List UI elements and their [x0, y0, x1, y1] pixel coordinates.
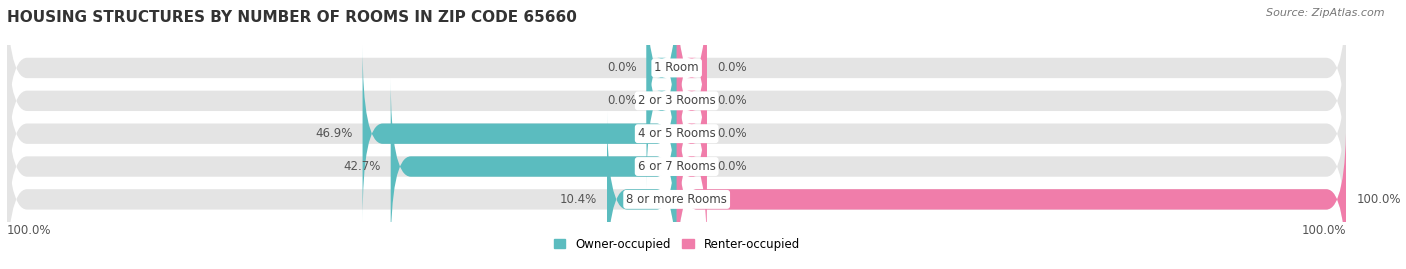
Text: 2 or 3 Rooms: 2 or 3 Rooms	[638, 94, 716, 107]
Text: 10.4%: 10.4%	[560, 193, 598, 206]
FancyBboxPatch shape	[676, 111, 1347, 269]
FancyBboxPatch shape	[676, 78, 707, 255]
Text: 0.0%: 0.0%	[717, 160, 747, 173]
FancyBboxPatch shape	[676, 12, 707, 189]
Text: HOUSING STRUCTURES BY NUMBER OF ROOMS IN ZIP CODE 65660: HOUSING STRUCTURES BY NUMBER OF ROOMS IN…	[7, 10, 576, 25]
FancyBboxPatch shape	[676, 0, 1347, 156]
Text: 100.0%: 100.0%	[1302, 224, 1347, 237]
FancyBboxPatch shape	[7, 78, 676, 255]
Text: 100.0%: 100.0%	[1357, 193, 1400, 206]
FancyBboxPatch shape	[647, 0, 676, 156]
Text: 100.0%: 100.0%	[7, 224, 52, 237]
Text: 0.0%: 0.0%	[607, 61, 637, 75]
FancyBboxPatch shape	[7, 12, 676, 189]
Text: 0.0%: 0.0%	[607, 94, 637, 107]
Text: 0.0%: 0.0%	[717, 61, 747, 75]
FancyBboxPatch shape	[391, 78, 676, 255]
Text: 6 or 7 Rooms: 6 or 7 Rooms	[638, 160, 716, 173]
Text: Source: ZipAtlas.com: Source: ZipAtlas.com	[1267, 8, 1385, 18]
Text: 0.0%: 0.0%	[717, 94, 747, 107]
FancyBboxPatch shape	[676, 0, 707, 156]
FancyBboxPatch shape	[607, 111, 676, 269]
Text: 42.7%: 42.7%	[343, 160, 381, 173]
FancyBboxPatch shape	[7, 0, 676, 156]
FancyBboxPatch shape	[647, 12, 676, 189]
FancyBboxPatch shape	[676, 78, 1347, 255]
FancyBboxPatch shape	[676, 45, 707, 222]
Text: 0.0%: 0.0%	[717, 127, 747, 140]
FancyBboxPatch shape	[7, 45, 676, 222]
FancyBboxPatch shape	[676, 111, 1347, 269]
Text: 46.9%: 46.9%	[315, 127, 353, 140]
Text: 4 or 5 Rooms: 4 or 5 Rooms	[638, 127, 716, 140]
Legend: Owner-occupied, Renter-occupied: Owner-occupied, Renter-occupied	[548, 233, 804, 256]
FancyBboxPatch shape	[676, 45, 1347, 222]
FancyBboxPatch shape	[363, 45, 676, 222]
FancyBboxPatch shape	[7, 111, 676, 269]
Text: 1 Room: 1 Room	[654, 61, 699, 75]
Text: 8 or more Rooms: 8 or more Rooms	[626, 193, 727, 206]
FancyBboxPatch shape	[676, 12, 1347, 189]
